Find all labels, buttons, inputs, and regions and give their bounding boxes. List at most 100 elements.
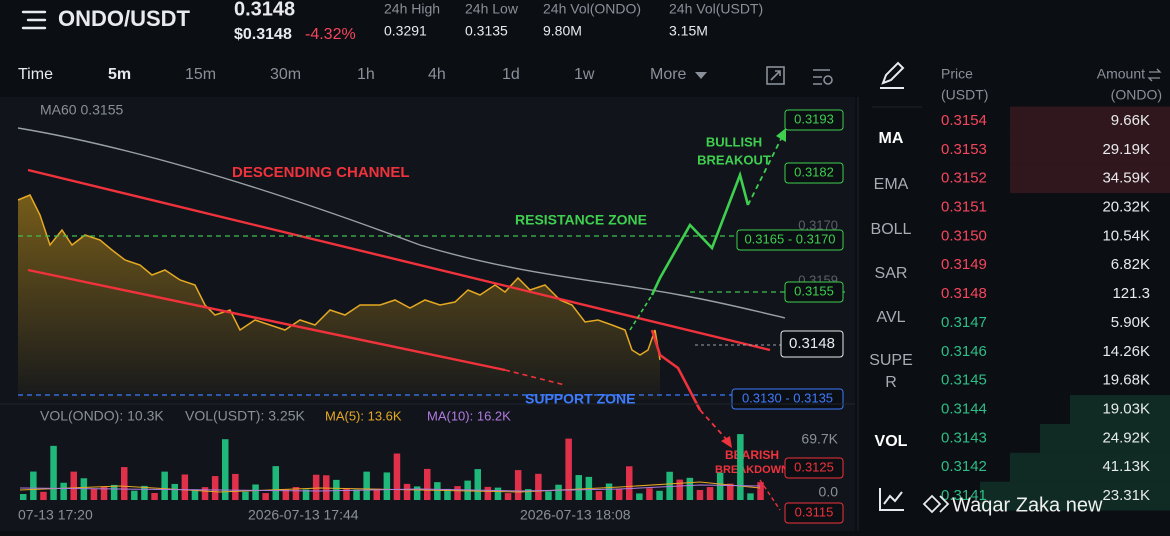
book-price: 0.3143 — [941, 429, 987, 446]
price-line — [17, 194, 661, 361]
timeframe-tab[interactable]: 1w — [574, 66, 595, 83]
ma60-label: MA60 0.3155 — [40, 102, 123, 118]
book-price: 0.3145 — [941, 372, 987, 389]
timeframe-tab[interactable]: 5m — [108, 66, 131, 83]
volume-bar — [302, 489, 310, 500]
timeframe-tab[interactable]: 30m — [270, 66, 301, 83]
stat-value: 9.80M — [543, 23, 582, 39]
volume-bar — [90, 488, 98, 500]
volume-bar — [504, 493, 512, 500]
stat-label: 24h High — [384, 1, 440, 17]
ma10-label: MA(10): 16.2K — [427, 408, 511, 423]
volume-bar — [222, 439, 229, 500]
time-label: 2026-07-13 18:08 — [520, 507, 631, 523]
volume-bar — [605, 483, 613, 500]
swap-icon[interactable] — [1147, 68, 1162, 82]
orderbook-rows: 0.3154 9.66K 0.3153 29.19K 0.3152 34.59K 0.315… — [941, 106, 1170, 511]
timeframe-tab[interactable]: More — [650, 66, 687, 83]
volume-bar — [343, 487, 350, 500]
stat-value: 0.3291 — [384, 23, 427, 39]
volume-bar — [60, 482, 67, 500]
book-price: 0.3141 — [941, 487, 987, 504]
menu-icon[interactable] — [21, 10, 47, 30]
bearish-label: BREAKDOWN — [715, 464, 789, 476]
indicator-tab[interactable]: EMA — [874, 176, 909, 193]
volume-bar — [292, 487, 300, 500]
indicator-tab[interactable]: R — [885, 374, 897, 391]
channel-lower-ext — [504, 369, 566, 386]
timeframe-tab[interactable]: 4h — [428, 66, 446, 83]
depth-bar — [1010, 452, 1170, 482]
volume-bar — [535, 473, 542, 500]
depth-bar — [1070, 395, 1170, 424]
stat-label: 24h Vol(ONDO) — [543, 1, 641, 17]
stat-value: 0.3135 — [465, 23, 508, 39]
volume-bar — [151, 492, 158, 500]
indicator-tab[interactable]: SAR — [875, 265, 908, 282]
volume-bar — [626, 466, 633, 500]
book-amount: 6.82K — [1111, 256, 1150, 273]
vol-ma10 — [19, 484, 761, 492]
volume-bar — [40, 491, 47, 500]
book-amount: 10.54K — [1102, 227, 1150, 244]
timeframe-tab[interactable]: 1h — [357, 66, 375, 83]
price-header: Price — [941, 66, 973, 82]
book-amount: 19.03K — [1102, 400, 1150, 417]
watermark: Waqar Zaka new — [952, 494, 1103, 516]
vol-ma5 — [19, 481, 761, 493]
time-label: 07-13 17:20 — [18, 507, 93, 523]
book-amount: 23.31K — [1102, 487, 1150, 504]
book-amount: 14.26K — [1102, 343, 1150, 360]
stat-value: 3.15M — [669, 23, 708, 39]
volume-bar — [141, 485, 148, 500]
indicator-tab[interactable]: VOL — [875, 433, 908, 450]
volume-bar — [242, 491, 249, 500]
amount-header: Amount — [1097, 66, 1145, 82]
price-tag: 0.3165 - 0.3170 — [744, 231, 835, 246]
volume-bar — [646, 488, 653, 500]
volume-bar — [686, 477, 694, 500]
volume-bar — [363, 471, 370, 500]
timeframe-tab[interactable]: Time — [18, 66, 53, 83]
ma5-label: MA(5): 13.6K — [325, 408, 402, 423]
price-tag: 0.3182 — [794, 164, 834, 179]
volume-bar — [201, 487, 209, 500]
book-price: 0.3151 — [941, 199, 987, 216]
time-label: 2026-07-13 17:44 — [248, 507, 359, 523]
depth-bar — [980, 481, 1170, 511]
indicator-tab[interactable]: AVL — [876, 309, 905, 326]
draw-icon[interactable] — [880, 61, 905, 89]
stats: 24h High 0.3291 24h Low 0.3135 24h Vol(ONDO)… — [384, 1, 763, 39]
bullish-label: BREAKOUT — [697, 152, 771, 167]
price-area — [18, 195, 660, 400]
indicator-tab[interactable]: MA — [879, 130, 904, 147]
book-amount: 29.19K — [1102, 141, 1150, 158]
indicator-list: MA EMA BOLL SAR AVL SUPE R VOL — [869, 130, 913, 450]
price-tag: 0.3115 — [795, 504, 834, 519]
depth-bar — [1010, 135, 1170, 165]
timeframe-tab[interactable]: 15m — [185, 66, 216, 83]
volume-bar — [575, 475, 582, 500]
timeframe-tab[interactable]: 1d — [502, 66, 520, 83]
volume-bar — [70, 471, 77, 500]
book-price: 0.3144 — [941, 400, 987, 417]
volume-bar — [494, 487, 502, 500]
indicator-tab[interactable]: BOLL — [871, 221, 912, 238]
volume-bar — [403, 483, 411, 500]
book-amount: 9.66K — [1111, 112, 1150, 129]
vol-label: VOL(USDT): 3.25K — [185, 408, 305, 424]
vol-label: VOL(ONDO): 10.3K — [40, 408, 164, 424]
price-tag: 0.3125 — [794, 459, 834, 474]
price-tag: 0.3193 — [794, 111, 834, 126]
book-price: 0.3148 — [941, 285, 987, 302]
book-price: 0.3146 — [941, 343, 987, 360]
volume-bar — [211, 476, 219, 500]
chart-tool-icon[interactable] — [766, 66, 833, 85]
volume-bar — [393, 453, 401, 500]
volume-bar — [676, 479, 683, 500]
indicator-tab[interactable]: SUPE — [869, 352, 913, 369]
volume-bar — [656, 490, 663, 500]
volume-bar — [191, 489, 199, 500]
chart-type-icon[interactable] — [879, 488, 904, 511]
